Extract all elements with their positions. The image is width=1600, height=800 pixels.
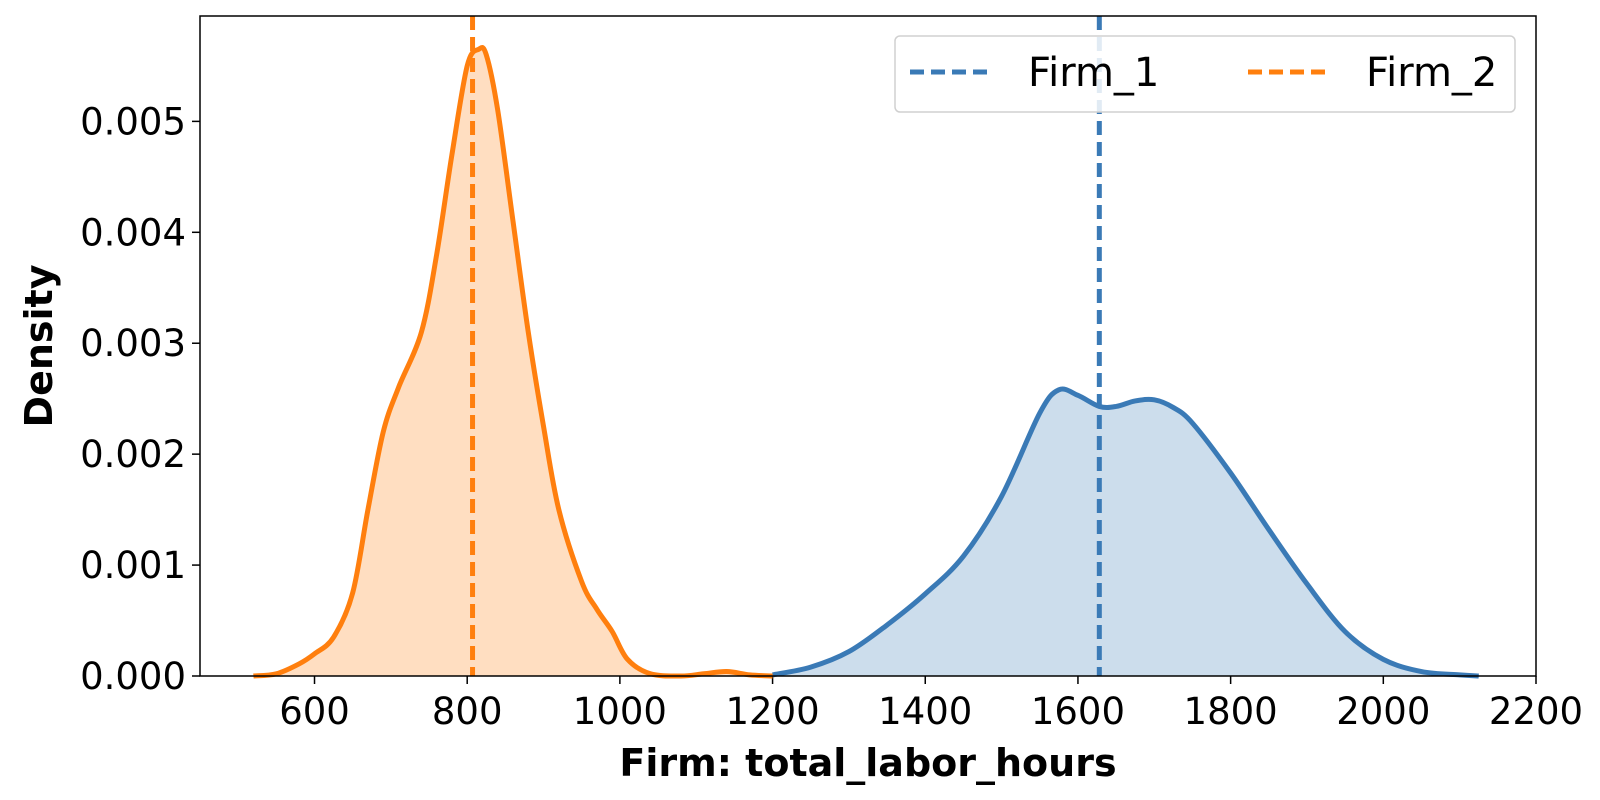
x-tick-label: 800 (432, 690, 503, 733)
density-line-firm-2 (253, 45, 773, 679)
y-axis-ticks: 0.000 0.001 0.002 0.003 0.004 0.005 (80, 100, 200, 698)
y-tick-label: 0.005 (80, 100, 186, 143)
density-line-firm-1 (772, 386, 1479, 679)
x-axis-ticks: 600 800 1000 1200 1400 1600 1800 2000 2200 (279, 676, 1583, 733)
y-tick-label: 0.001 (80, 544, 186, 587)
y-tick-label: 0.003 (80, 322, 186, 365)
x-tick-label: 2200 (1489, 690, 1583, 733)
y-tick-label: 0.004 (80, 211, 186, 254)
x-tick-label: 1800 (1184, 690, 1278, 733)
x-tick-label: 1000 (573, 690, 667, 733)
density-area-firm-1 (772, 388, 1479, 676)
legend-label-firm-2: Firm_2 (1366, 50, 1497, 96)
x-tick-label: 600 (279, 690, 350, 733)
y-axis-label: Density (17, 264, 61, 427)
density-area-firm-2 (253, 47, 773, 677)
y-tick-label: 0.002 (80, 433, 186, 476)
y-tick-label: 0.000 (80, 655, 186, 698)
x-axis-label: Firm: total_labor_hours (619, 741, 1116, 785)
plot-frame (199, 15, 1537, 677)
x-tick-label: 1400 (878, 690, 972, 733)
legend-box (894, 35, 1516, 113)
legend-label-firm-1: Firm_1 (1028, 50, 1159, 96)
x-tick-label: 1600 (1031, 690, 1125, 733)
series-layer (253, 16, 1479, 679)
x-tick-label: 2000 (1336, 690, 1430, 733)
legend: Firm_1 Firm_2 (894, 35, 1516, 113)
x-tick-label: 1200 (725, 690, 819, 733)
